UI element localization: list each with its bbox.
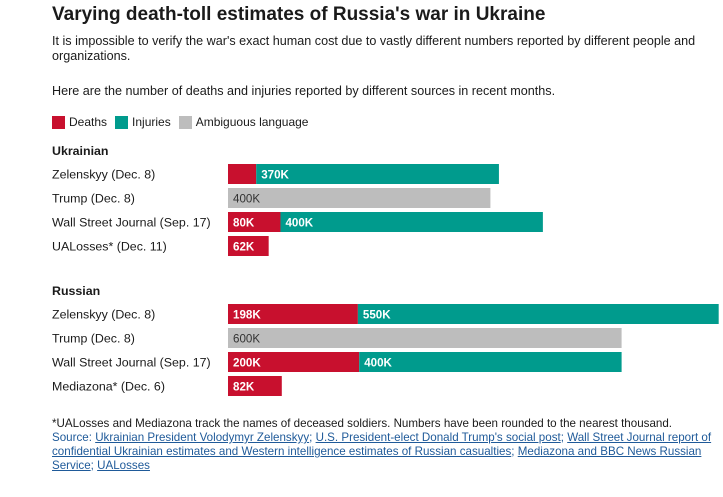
data-label: 400K (364, 357, 392, 370)
source-separator: ; (511, 445, 518, 458)
row-label: Wall Street Journal (Sep. 17) (52, 356, 211, 370)
row-label: Wall Street Journal (Sep. 17) (52, 216, 211, 230)
data-label: 400K (285, 217, 313, 230)
legend-label-ambiguous: Ambiguous language (195, 115, 309, 129)
bar-segment (228, 212, 281, 232)
data-label: 550K (363, 309, 391, 322)
data-label: 200K (233, 357, 261, 370)
legend-swatch-deaths (52, 115, 65, 129)
bar-segment (228, 328, 622, 348)
legend-swatch-ambiguous (178, 115, 192, 129)
row-label: Zelenskyy (Dec. 8) (52, 168, 155, 182)
stacked-bar-chart: Ukrainian Zelenskyy (Dec. 8) 370K Trump (De… (52, 144, 719, 396)
data-label: 198K (233, 309, 261, 322)
data-label: 600K (233, 333, 260, 346)
bar-segment (228, 304, 358, 324)
source-link[interactable]: Wall Street Journal report of confidenti… (52, 431, 712, 458)
group-heading: Ukrainian (52, 144, 108, 158)
data-label: 62K (233, 241, 255, 254)
data-label: 80K (233, 217, 255, 230)
bar-segment (228, 164, 257, 184)
data-label: 400K (233, 193, 260, 206)
source-link[interactable]: UALosses (97, 459, 150, 472)
data-label: 82K (233, 381, 255, 394)
group-heading: Russian (52, 284, 100, 298)
source-prefix: Source: (52, 431, 96, 444)
legend-swatch-injuries (115, 115, 129, 129)
legend: Deaths Injuries Ambiguous language (52, 115, 316, 129)
chart-title: Varying death-toll estimates of Russia's… (52, 4, 546, 25)
chart-intro: Here are the number of deaths and injuri… (52, 84, 556, 98)
footnote: *UALosses and Mediazona track the names … (52, 417, 673, 430)
bar-segment (256, 164, 499, 184)
row-label: Trump (Dec. 8) (52, 192, 135, 206)
data-label: 370K (261, 169, 289, 182)
source-link[interactable]: Ukrainian President Volodymyr Zelenskyy (95, 431, 310, 444)
bar-segment (228, 188, 491, 208)
legend-label-injuries: Injuries (132, 115, 171, 129)
bar-segment (357, 304, 719, 324)
bar-segment (228, 352, 360, 372)
row-label: Mediazona* (Dec. 6) (52, 380, 165, 394)
source-link[interactable]: Mediazona and BBC News Russian Service (52, 445, 702, 472)
source-separator: ; (309, 431, 316, 444)
source-link[interactable]: U.S. President-elect Donald Trump's soci… (315, 431, 561, 444)
chart-subtitle: It is impossible to verify the war's exa… (52, 34, 696, 63)
legend-label-deaths: Deaths (69, 115, 108, 129)
bar-segment (280, 212, 543, 232)
row-label: UALosses* (Dec. 11) (52, 240, 167, 254)
source-line: Source: Ukrainian President Volodymyr Ze… (52, 431, 717, 473)
bar-segment (359, 352, 622, 372)
notes: *UALosses and Mediazona track the names … (52, 417, 717, 473)
source-list: Ukrainian President Volodymyr Zelenskyy;… (52, 431, 711, 472)
row-label: Zelenskyy (Dec. 8) (52, 308, 155, 322)
bar-segment (228, 376, 282, 396)
bar-segment (228, 236, 269, 256)
source-separator: ; (90, 459, 98, 472)
source-separator: ; (560, 431, 568, 444)
row-label: Trump (Dec. 8) (52, 332, 135, 346)
